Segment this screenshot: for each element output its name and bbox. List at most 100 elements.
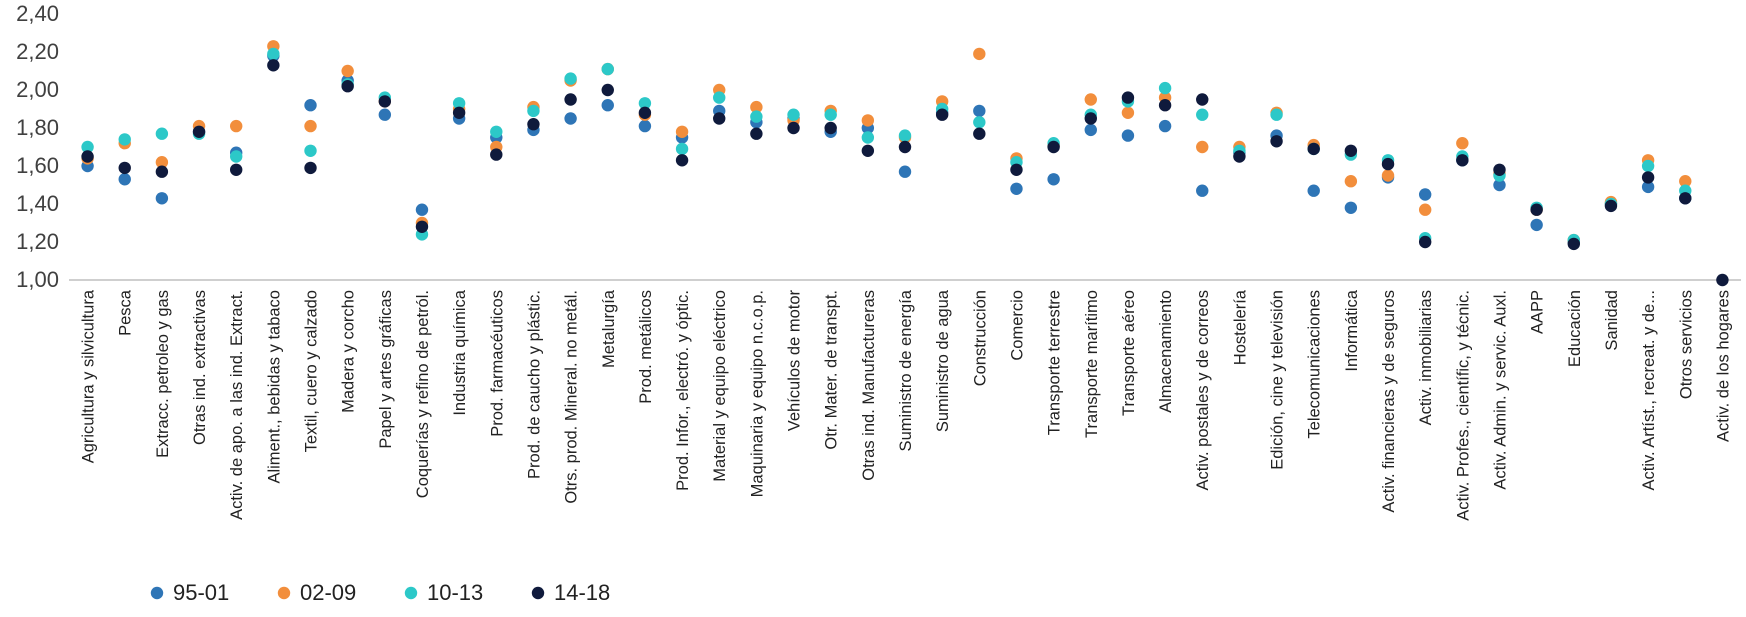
x-tick-label: Edición, cine y televisión — [1269, 290, 1287, 470]
data-point — [1567, 237, 1581, 251]
x-tick-label: Activ. postales y de correos — [1194, 290, 1212, 491]
data-point — [1679, 192, 1692, 205]
x-tick-label: Prod. Infor., electró. y óptic. — [674, 290, 692, 491]
data-point — [1196, 93, 1209, 106]
data-point — [1307, 142, 1320, 156]
legend-label: 14-18 — [554, 580, 610, 605]
x-tick-label: Activ. Admin. y servic. Auxl. — [1491, 290, 1509, 490]
data-point — [155, 192, 169, 205]
x-tick-label: Educación — [1566, 290, 1584, 367]
legend-entry-14-18: 14-18 — [531, 580, 610, 605]
legend-marker — [150, 586, 164, 600]
x-tick-label: Industria química — [451, 289, 469, 415]
legend-entry-10-13: 10-13 — [404, 580, 483, 605]
data-point — [304, 144, 317, 157]
data-point — [1381, 157, 1395, 171]
x-tick-label: Coquerías y refino de petról. — [414, 290, 432, 498]
data-point — [787, 108, 800, 121]
data-points — [81, 40, 1729, 287]
series-02-09 — [81, 40, 1692, 247]
data-point — [1307, 184, 1320, 197]
data-point — [1270, 135, 1283, 148]
x-tick-label: Otr. Mater. de transpt. — [823, 290, 841, 450]
x-tick-label: Textil, cuero y calzado — [303, 290, 321, 452]
x-tick-label: Transporte marítimo — [1083, 290, 1101, 438]
x-tick-label: Comercio — [1008, 290, 1026, 361]
x-tick-label: Otras ind. Manufactureras — [860, 290, 878, 481]
series-10-13 — [81, 47, 1692, 247]
data-point — [1121, 129, 1135, 142]
data-point — [861, 131, 875, 144]
data-point — [81, 140, 94, 154]
x-tick-label: Metalurgía — [600, 289, 618, 368]
data-point — [1418, 235, 1432, 249]
data-point — [973, 127, 986, 140]
y-axis-ticks: 1,00 1,20 1,40 1,60 1,80 2,00 2,20 2,40 — [16, 1, 59, 292]
data-point — [824, 121, 837, 135]
x-tick-label: Activ. Artíst., recreat. y de... — [1640, 290, 1658, 491]
data-point — [564, 72, 577, 85]
data-point — [452, 106, 466, 120]
x-tick-label: Telecomunicaciones — [1306, 290, 1324, 439]
y-tick-label: 1,20 — [16, 229, 59, 254]
data-point — [1493, 178, 1506, 192]
x-tick-label: Activ. inmobiliarias — [1417, 290, 1435, 425]
y-tick-label: 2,20 — [16, 39, 59, 64]
legend-label: 95-01 — [173, 580, 229, 605]
x-tick-label: Vehículos de motor — [786, 289, 804, 431]
data-point — [898, 129, 912, 142]
data-point — [230, 119, 243, 133]
data-point — [1158, 119, 1172, 133]
data-point — [601, 99, 614, 112]
data-point — [713, 91, 726, 104]
series-14-18 — [81, 59, 1729, 287]
data-point — [1530, 218, 1543, 232]
data-point — [750, 127, 763, 140]
data-point — [1196, 140, 1209, 154]
data-point — [675, 154, 689, 167]
data-point — [490, 125, 503, 138]
data-point — [1233, 150, 1246, 163]
data-point — [118, 161, 131, 175]
data-point — [564, 93, 577, 106]
data-point — [452, 97, 466, 110]
data-point — [564, 112, 577, 125]
data-point — [1381, 169, 1395, 182]
data-point — [750, 110, 763, 123]
data-point — [192, 125, 206, 138]
legend-marker — [277, 586, 291, 600]
data-point — [1641, 171, 1655, 184]
data-point — [155, 165, 169, 178]
data-point — [155, 127, 169, 140]
data-point — [415, 220, 429, 233]
legend: 95-01 02-09 10-13 14-18 — [150, 580, 610, 605]
data-point — [1084, 123, 1097, 137]
x-tick-label: Prod. farmacéuticos — [488, 290, 506, 437]
data-point — [1270, 108, 1283, 121]
x-tick-label: Otrs. prod. Mineral. no metál. — [563, 290, 581, 504]
x-tick-label: Prod. de caucho y plástic. — [525, 290, 543, 479]
x-tick-label: Activ. de apo. a las ind. Extract. — [228, 290, 246, 520]
data-point — [1641, 159, 1655, 173]
data-point — [230, 163, 243, 176]
data-point — [341, 64, 354, 78]
x-tick-label: Otros servicios — [1677, 290, 1695, 399]
y-tick-label: 1,80 — [16, 115, 59, 140]
legend-label: 02-09 — [300, 580, 356, 605]
y-tick-label: 2,40 — [16, 1, 59, 26]
x-tick-label: Aliment., bebidas y tabaco — [265, 290, 283, 484]
x-axis-ticks: Agricultura y silvicultura Pesca Extracc. … — [80, 289, 1733, 521]
data-point — [1418, 203, 1432, 216]
data-point — [638, 119, 652, 133]
x-tick-label: Transporte aéreo — [1120, 290, 1138, 416]
data-point — [304, 161, 317, 175]
data-point — [1344, 144, 1358, 157]
x-tick-label: Material y equipo eléctrico — [711, 290, 729, 482]
data-point — [341, 80, 354, 93]
data-point — [898, 140, 912, 154]
data-point — [973, 104, 986, 118]
legend-marker — [531, 586, 545, 600]
data-point — [973, 47, 986, 61]
x-tick-label: Agricultura y silvicultura — [80, 289, 98, 463]
y-tick-label: 1,60 — [16, 153, 59, 178]
